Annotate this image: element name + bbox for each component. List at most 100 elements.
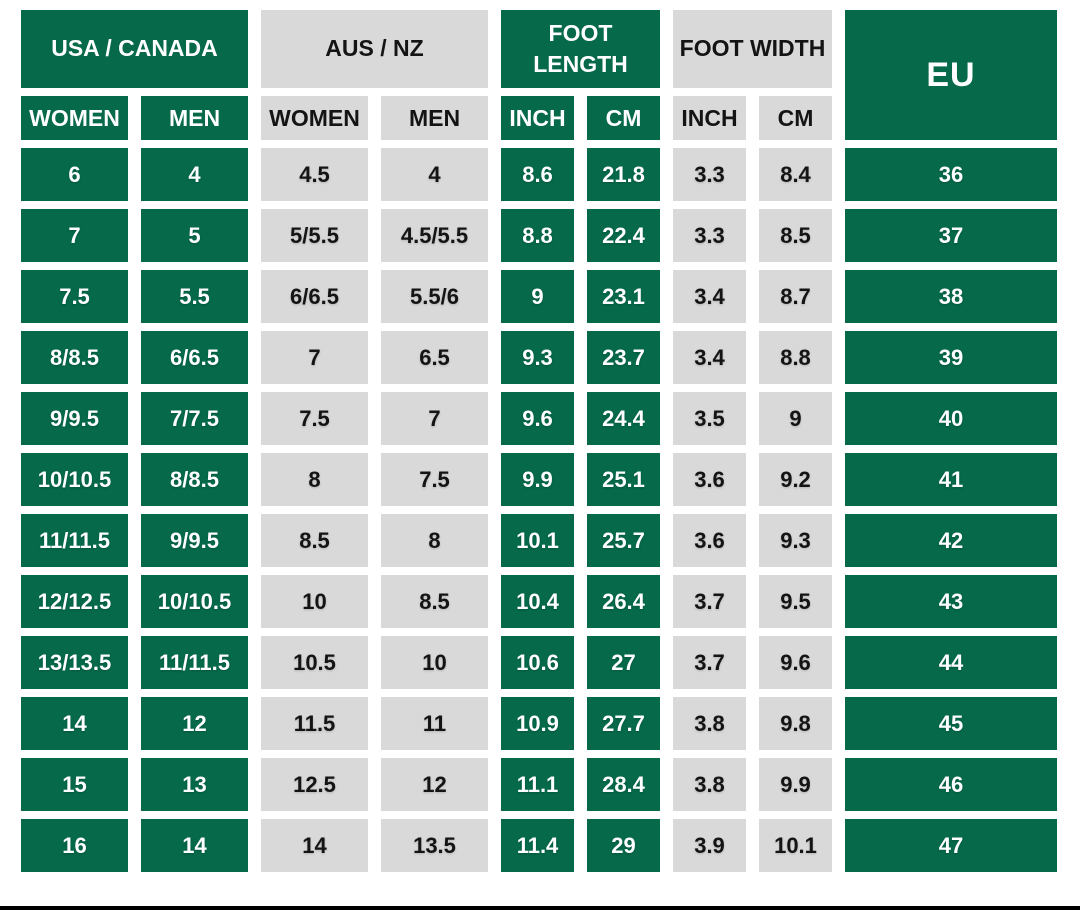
cell-length-inch-row1: 8.6 [501,148,574,201]
group-header-usa-canada: USA / CANADA [21,10,248,88]
cell-usa-women-row10: 14 [21,697,128,750]
cell-usa-men-row12: 14 [141,819,248,872]
cell-usa-women-row8: 12/12.5 [21,575,128,628]
cell-width-cm-row11: 9.9 [759,758,832,811]
cell-width-cm-row3: 8.7 [759,270,832,323]
cell-usa-women-row2: 7 [21,209,128,262]
subheader-width-cm: CM [759,96,832,140]
cell-usa-women-row6: 10/10.5 [21,453,128,506]
cell-width-inch-row7: 3.6 [673,514,746,567]
cell-length-inch-row7: 10.1 [501,514,574,567]
cell-length-cm-row12: 29 [587,819,660,872]
cell-usa-women-row12: 16 [21,819,128,872]
cell-width-inch-row11: 3.8 [673,758,746,811]
cell-aus-women-row6: 8 [261,453,368,506]
cell-aus-women-row2: 5/5.5 [261,209,368,262]
cell-width-cm-row1: 8.4 [759,148,832,201]
subheader-length-inch: INCH [501,96,574,140]
group-header-foot-length: FOOT LENGTH [501,10,660,88]
subheader-length-cm: CM [587,96,660,140]
cell-length-inch-row10: 10.9 [501,697,574,750]
cell-eu-row5: 40 [845,392,1057,445]
subheader-usa-women: WOMEN [21,96,128,140]
cell-length-inch-row9: 10.6 [501,636,574,689]
cell-eu-row3: 38 [845,270,1057,323]
cell-usa-men-row3: 5.5 [141,270,248,323]
cell-aus-men-row11: 12 [381,758,488,811]
cell-length-inch-row11: 11.1 [501,758,574,811]
cell-aus-men-row4: 6.5 [381,331,488,384]
cell-width-cm-row8: 9.5 [759,575,832,628]
cell-usa-men-row11: 13 [141,758,248,811]
cell-usa-men-row1: 4 [141,148,248,201]
cell-usa-men-row10: 12 [141,697,248,750]
cell-length-inch-row3: 9 [501,270,574,323]
cell-width-inch-row12: 3.9 [673,819,746,872]
cell-length-cm-row3: 23.1 [587,270,660,323]
cell-usa-men-row2: 5 [141,209,248,262]
cell-usa-men-row7: 9/9.5 [141,514,248,567]
cell-aus-men-row5: 7 [381,392,488,445]
cell-aus-women-row4: 7 [261,331,368,384]
cell-length-cm-row7: 25.7 [587,514,660,567]
cell-width-cm-row12: 10.1 [759,819,832,872]
cell-eu-row7: 42 [845,514,1057,567]
cell-length-cm-row11: 28.4 [587,758,660,811]
cell-aus-women-row12: 14 [261,819,368,872]
cell-eu-row10: 45 [845,697,1057,750]
cell-eu-row6: 41 [845,453,1057,506]
cell-aus-men-row12: 13.5 [381,819,488,872]
subheader-usa-men: MEN [141,96,248,140]
cell-usa-women-row5: 9/9.5 [21,392,128,445]
cell-width-inch-row2: 3.3 [673,209,746,262]
cell-aus-women-row11: 12.5 [261,758,368,811]
cell-usa-women-row11: 15 [21,758,128,811]
cell-width-cm-row6: 9.2 [759,453,832,506]
cell-width-cm-row7: 9.3 [759,514,832,567]
cell-usa-men-row9: 11/11.5 [141,636,248,689]
cell-length-inch-row6: 9.9 [501,453,574,506]
cell-width-inch-row8: 3.7 [673,575,746,628]
cell-eu-row2: 37 [845,209,1057,262]
cell-eu-row12: 47 [845,819,1057,872]
cell-width-cm-row2: 8.5 [759,209,832,262]
cell-length-inch-row12: 11.4 [501,819,574,872]
cell-aus-women-row10: 11.5 [261,697,368,750]
cell-usa-women-row1: 6 [21,148,128,201]
cell-length-cm-row2: 22.4 [587,209,660,262]
cell-length-cm-row9: 27 [587,636,660,689]
cell-length-cm-row8: 26.4 [587,575,660,628]
cell-length-cm-row6: 25.1 [587,453,660,506]
cell-aus-women-row9: 10.5 [261,636,368,689]
cell-length-inch-row2: 8.8 [501,209,574,262]
cell-aus-men-row7: 8 [381,514,488,567]
cell-usa-women-row7: 11/11.5 [21,514,128,567]
cell-width-cm-row4: 8.8 [759,331,832,384]
subheader-width-inch: INCH [673,96,746,140]
cell-usa-women-row3: 7.5 [21,270,128,323]
cell-length-inch-row8: 10.4 [501,575,574,628]
cell-aus-men-row2: 4.5/5.5 [381,209,488,262]
cell-aus-women-row1: 4.5 [261,148,368,201]
cell-width-inch-row5: 3.5 [673,392,746,445]
cell-eu-row1: 36 [845,148,1057,201]
cell-usa-men-row6: 8/8.5 [141,453,248,506]
cell-eu-row4: 39 [845,331,1057,384]
cell-aus-men-row8: 8.5 [381,575,488,628]
cell-aus-men-row10: 11 [381,697,488,750]
cell-aus-women-row3: 6/6.5 [261,270,368,323]
cell-aus-women-row8: 10 [261,575,368,628]
cell-eu-row9: 44 [845,636,1057,689]
cell-usa-women-row9: 13/13.5 [21,636,128,689]
cell-eu-row11: 46 [845,758,1057,811]
cell-width-cm-row10: 9.8 [759,697,832,750]
cell-length-cm-row4: 23.7 [587,331,660,384]
cell-width-inch-row9: 3.7 [673,636,746,689]
group-header-foot-width: FOOT WIDTH [673,10,832,88]
bottom-divider [0,906,1080,910]
cell-width-inch-row1: 3.3 [673,148,746,201]
cell-width-inch-row6: 3.6 [673,453,746,506]
group-header-eu: EU [845,10,1057,140]
size-conversion-table: USA / CANADA AUS / NZ FOOT LENGTH FOOT W… [21,10,1057,872]
